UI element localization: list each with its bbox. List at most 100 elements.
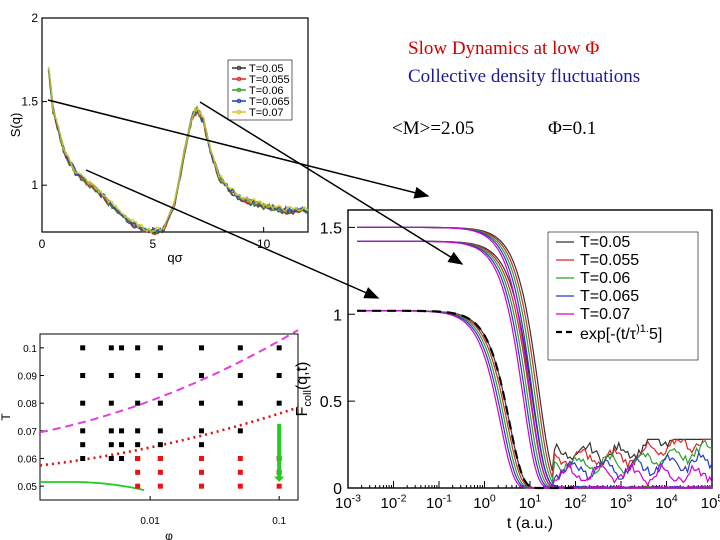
- phase-ytick-label: 0.1: [23, 344, 37, 355]
- fcoll-xtick-label: 10-2: [380, 492, 406, 512]
- phase-ytick-label: 0.07: [18, 427, 38, 438]
- phase-point-fluid: [198, 373, 204, 378]
- fcoll-legend-label: T=0.055: [580, 252, 639, 269]
- fcoll-xtick-label: 10-3: [335, 492, 361, 512]
- phase-point-gel: [157, 483, 163, 489]
- phase-point-fluid: [198, 428, 204, 434]
- fcoll-xtick-label: 10-1: [426, 492, 452, 512]
- phase-point-fluid: [237, 428, 243, 434]
- sq-xlabel: qσ: [167, 250, 182, 265]
- sq-legend-label: T=0.05: [249, 63, 284, 75]
- phase-xlabel: φ: [165, 529, 173, 540]
- phase-point-fluid: [108, 428, 114, 434]
- fcoll-ytick-label: 0.5: [320, 394, 342, 411]
- connector-arrow: [85, 169, 380, 299]
- phase-point-fluid: [157, 373, 163, 378]
- phase-point-gel: [135, 483, 141, 489]
- phi-value-label: Φ=0.1: [548, 118, 597, 139]
- phase-point-gel: [198, 469, 204, 475]
- phase-point-fluid: [135, 373, 141, 378]
- phase-point-gel: [198, 456, 204, 461]
- sq-series-line: [47, 66, 309, 234]
- phase-point-fluid: [276, 345, 282, 351]
- spinodal-curve: [40, 481, 145, 491]
- phase-point-fluid: [237, 373, 243, 378]
- phase-point-fluid: [237, 400, 243, 406]
- phase-point-fluid: [135, 400, 141, 406]
- phase-plot-frame: [39, 333, 299, 501]
- fcoll-ylabel: Fcoll(q,t): [294, 362, 314, 417]
- phase-point-fluid: [80, 400, 86, 406]
- phase-point-fluid: [80, 428, 86, 434]
- sq-legend-marker: [236, 65, 242, 71]
- phase-point-fluid: [80, 442, 86, 448]
- phase-ytick-label: 0.05: [18, 482, 38, 493]
- sq-xtick-label: 10: [257, 237, 271, 251]
- phase-point-fluid: [135, 428, 141, 434]
- phase-ytick-label: 0.06: [18, 455, 38, 466]
- fcoll-xtick-label: 100: [473, 492, 496, 512]
- phase-point-gel: [135, 456, 141, 461]
- fcoll-xtick-label: 103: [610, 492, 633, 512]
- sq-ylabel: S(q): [8, 113, 23, 138]
- fcoll-series-line: [357, 226, 713, 488]
- phase-point-fluid: [237, 345, 243, 351]
- phase-point-gel: [276, 483, 282, 489]
- fcoll-series-line: [357, 310, 713, 489]
- upper-boundary-curve: [39, 329, 299, 434]
- phase-point-fluid: [119, 345, 125, 351]
- fcoll-xtick-label: 102: [564, 492, 587, 512]
- phase-point-fluid: [157, 428, 163, 434]
- phase-point-fluid: [80, 345, 86, 351]
- phase-point-gel: [237, 469, 243, 475]
- phase-point-fluid: [108, 373, 114, 378]
- slide-title-line2: Collective density fluctuations: [408, 66, 641, 87]
- phase-point-gel: [237, 456, 243, 461]
- phase-point-fluid: [108, 345, 114, 351]
- connector-arrow: [47, 99, 430, 199]
- fcoll-xlabel: t (a.u.): [507, 515, 553, 532]
- fcoll-ytick-label: 1: [333, 307, 342, 324]
- phase-ytick-label: 0.09: [18, 372, 38, 383]
- sq-legend-label: T=0.055: [249, 74, 290, 86]
- quench-arrowhead: [274, 476, 285, 483]
- phase-point-fluid: [108, 400, 114, 406]
- phase-point-fluid: [119, 456, 125, 461]
- phase-point-fluid: [135, 442, 141, 448]
- phase-point-gel: [157, 469, 163, 475]
- phase-ylabel: T: [0, 413, 13, 421]
- phase-point-fluid: [276, 400, 282, 406]
- phase-point-gel: [157, 456, 163, 461]
- fcoll-ytick-label: 1.5: [320, 220, 342, 237]
- phase-point-fluid: [119, 442, 125, 448]
- phase-point-fluid: [80, 373, 86, 378]
- fcoll-xtick-label: 104: [655, 492, 678, 512]
- sq-legend-marker: [236, 109, 242, 115]
- sq-legend-label: T=0.07: [249, 107, 284, 119]
- sq-ytick-label: 2: [31, 11, 38, 25]
- sq-ytick-label: 1.5: [21, 95, 38, 109]
- slide-title-line1: Slow Dynamics at low Φ: [408, 38, 600, 59]
- phase-xtick-label: 0.1: [272, 516, 286, 527]
- fcoll-legend-box: [547, 231, 699, 361]
- phase-point-fluid: [119, 428, 125, 434]
- phase-point-fluid: [198, 442, 204, 448]
- sq-legend-marker: [236, 76, 242, 82]
- phase-point-fluid: [108, 456, 114, 461]
- mean-m-label: <M>=2.05: [392, 118, 475, 139]
- fcoll-xtick-label: 105: [701, 492, 720, 512]
- phase-point-fluid: [157, 345, 163, 351]
- phase-point-gel: [237, 483, 243, 489]
- sq-legend-label: T=0.06: [249, 85, 284, 97]
- fcoll-legend-label: T=0.06: [580, 270, 630, 287]
- fcoll-ytick-label: 0: [333, 481, 342, 498]
- fcoll-legend-label: exp[-(t/τ)1.5]: [580, 323, 662, 343]
- fcoll-fit-line: [357, 309, 576, 490]
- fcoll-xtick-label: 101: [519, 492, 542, 512]
- connector-arrow: [199, 101, 464, 265]
- fcoll-legend-label: T=0.065: [580, 288, 639, 305]
- phase-point-fluid: [135, 345, 141, 351]
- phase-point-fluid: [80, 456, 86, 461]
- phase-point-fluid: [108, 442, 114, 448]
